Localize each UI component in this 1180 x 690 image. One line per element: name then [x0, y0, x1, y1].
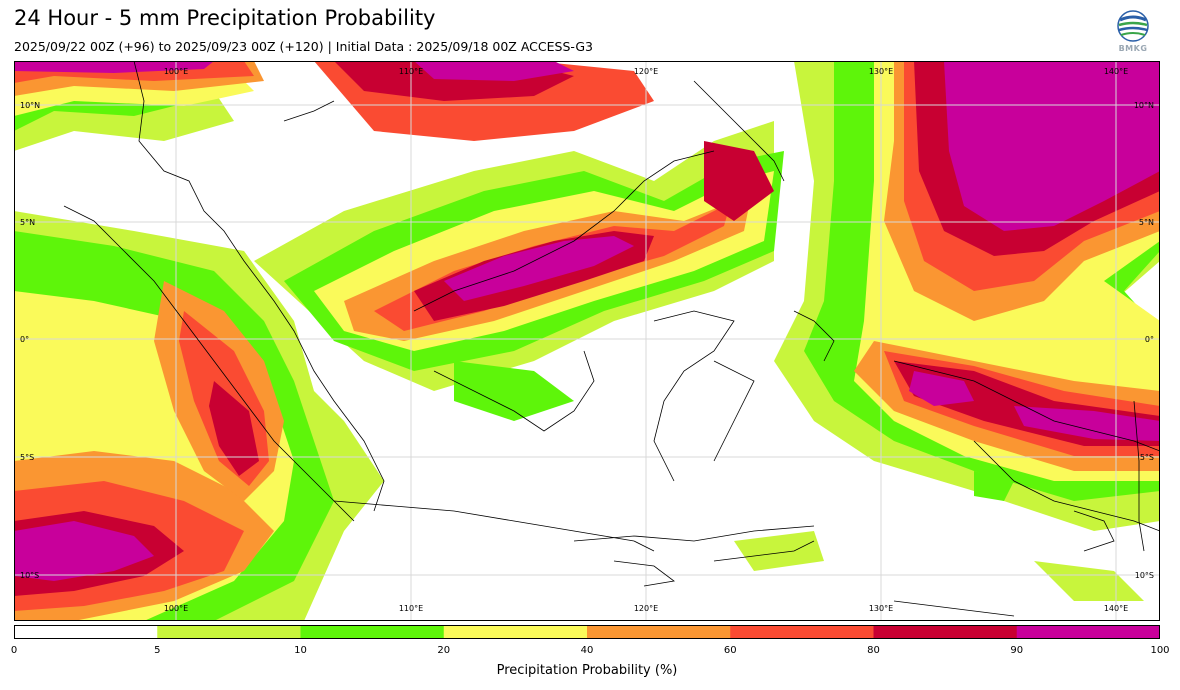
bmkg-logo: BMKG — [1114, 10, 1152, 56]
bmkg-logo-icon — [1117, 10, 1149, 42]
logo-text: BMKG — [1118, 44, 1148, 53]
lon-labels-bottom: 100°E 110°E 120°E 130°E 140°E — [164, 604, 1128, 613]
colorbar — [14, 624, 1161, 639]
colorbar-swatch — [730, 625, 874, 639]
lat-label: 10°N — [1134, 101, 1154, 110]
probability-field-magenta — [14, 61, 1160, 581]
lat-label: 5°N — [1139, 218, 1154, 227]
lat-label: 10°S — [20, 571, 39, 580]
colorbar-tick-label: 20 — [437, 645, 451, 656]
lon-label: 120°E — [634, 604, 658, 613]
colorbar-tick-label: 90 — [1010, 645, 1024, 656]
colorbar-swatch — [443, 625, 588, 639]
lat-label: 0° — [20, 335, 29, 344]
colorbar-tick-label: 40 — [580, 645, 594, 656]
lat-label: 10°N — [20, 101, 40, 110]
lat-label: 5°S — [1140, 453, 1154, 462]
colorbar-swatch — [587, 625, 731, 639]
lat-label: 0° — [1145, 335, 1154, 344]
lon-label: 140°E — [1104, 604, 1128, 613]
map-gridlines — [14, 61, 1160, 621]
colorbar-tick-label: 5 — [154, 645, 161, 656]
lon-label: 100°E — [164, 604, 188, 613]
lat-labels-left: 10°N 5°N 0° 5°S 10°S — [20, 101, 40, 580]
lat-labels-right: 10°N 5°N 0° 5°S 10°S — [1134, 101, 1154, 580]
colorbar-tick-label: 0 — [10, 645, 18, 656]
colorbar-tick-labels: 0 5 10 20 40 60 80 90 100 — [10, 645, 1170, 657]
colorbar-frame — [14, 625, 1160, 639]
colorbar-swatch — [1016, 625, 1161, 639]
coastlines — [63, 61, 1160, 617]
map-frame — [14, 61, 1160, 621]
colorbar-swatch — [873, 625, 1018, 639]
lat-label: 5°S — [20, 453, 34, 462]
map-canvas: 100°E 110°E 120°E 130°E 140°E 100°E 110°… — [14, 61, 1160, 621]
colorbar-tick-label: 100 — [1150, 645, 1170, 656]
lat-label: 10°S — [1135, 571, 1154, 580]
colorbar-swatch — [300, 625, 445, 639]
lon-label: 100°E — [164, 67, 188, 76]
chart-title: 24 Hour - 5 mm Precipitation Probability — [14, 6, 436, 30]
lon-label: 130°E — [869, 604, 893, 613]
colorbar-swatch — [157, 625, 301, 639]
lat-label: 5°N — [20, 218, 35, 227]
lon-label: 120°E — [634, 67, 658, 76]
precipitation-map: 100°E 110°E 120°E 130°E 140°E 100°E 110°… — [14, 61, 1160, 621]
lon-label: 140°E — [1104, 67, 1128, 76]
lon-label: 110°E — [399, 67, 423, 76]
colorbar-tick-label: 10 — [294, 645, 307, 656]
colorbar-tick-label: 60 — [723, 645, 737, 656]
lon-label: 110°E — [399, 604, 423, 613]
colorbar-tick-label: 80 — [867, 645, 880, 656]
chart-subtitle: 2025/09/22 00Z (+96) to 2025/09/23 00Z (… — [14, 39, 593, 54]
colorbar-title: Precipitation Probability (%) — [496, 663, 678, 678]
lon-labels-top: 100°E 110°E 120°E 130°E 140°E — [164, 67, 1128, 76]
colorbar-swatch — [14, 625, 158, 639]
lon-label: 130°E — [869, 67, 893, 76]
colorbar-swatches — [14, 625, 1161, 639]
